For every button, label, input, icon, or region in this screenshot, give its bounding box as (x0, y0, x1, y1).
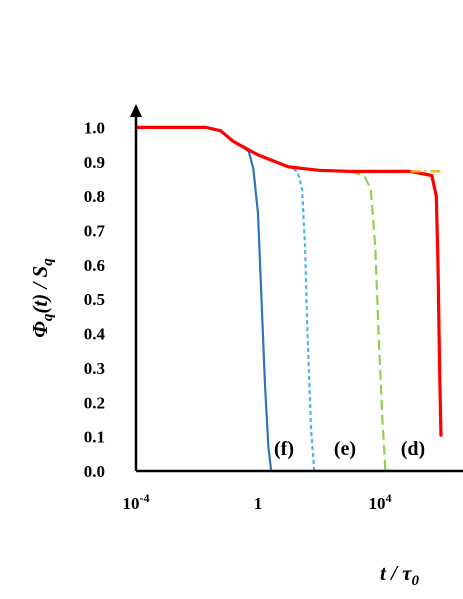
series-layer (136, 125, 443, 473)
y-axis-arrow-icon (130, 104, 142, 117)
series-line-2 (136, 126, 441, 473)
y-tick-label: 0.0 (84, 462, 105, 481)
y-tick-label: 0.3 (84, 359, 105, 378)
y-tick-label: 0.6 (84, 256, 105, 275)
curve-label-f: (f) (274, 438, 294, 460)
y-tick-label: 0.4 (84, 325, 106, 344)
y-tick-label: 0.2 (84, 393, 105, 412)
axes-layer (130, 104, 463, 473)
y-tick-label: 1.0 (84, 118, 105, 137)
x-tick-labels: 10-4 1 104 (123, 491, 392, 513)
curve-label-d: (d) (401, 438, 425, 460)
y-tick-label: 0.5 (84, 290, 105, 309)
y-axis-label: Φq(t) / Sq (28, 258, 56, 338)
x-tick-label: 10-4 (123, 491, 150, 513)
y-tick-label: 0.7 (84, 221, 106, 240)
y-tick-label: 0.1 (84, 428, 105, 447)
y-tick-label: 0.9 (84, 153, 105, 172)
curve-label-e: (e) (334, 438, 356, 460)
x-axis-label: t / τ0 (380, 561, 420, 589)
curve-labels: (f) (e) (d) (274, 438, 425, 460)
series-line-3 (136, 125, 443, 437)
y-tick-label: 0.8 (84, 187, 105, 206)
y-tick-labels: 0.0 0.1 0.2 0.3 0.4 0.5 0.6 0.7 0.8 0.9 1.0 (84, 118, 106, 481)
x-tick-label: 1 (254, 494, 263, 513)
series-line-0 (136, 126, 390, 473)
x-tick-label: 104 (369, 491, 392, 513)
